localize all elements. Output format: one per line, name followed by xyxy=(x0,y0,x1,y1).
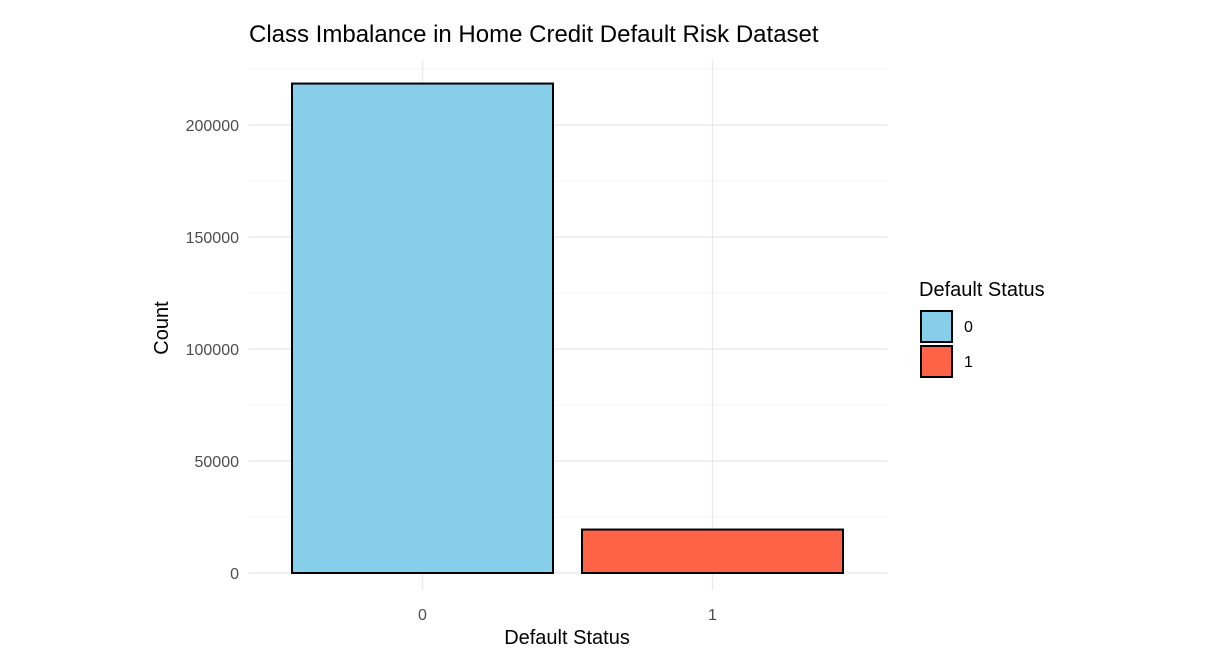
legend-entries: 01 xyxy=(920,310,973,378)
legend-title: Default Status xyxy=(919,279,1045,301)
legend-key-1 xyxy=(920,345,953,378)
y-axis-ticks: 0 50000 100000 150000 200000 xyxy=(186,118,239,583)
y-tick-label: 100000 xyxy=(186,342,239,359)
y-tick-label: 0 xyxy=(230,566,239,583)
bars xyxy=(291,82,844,575)
y-axis-title: Count xyxy=(151,301,173,355)
bar-0 xyxy=(291,82,554,574)
legend: Default Status 01 xyxy=(919,279,1045,378)
y-tick-label: 150000 xyxy=(186,230,239,247)
legend-label: 0 xyxy=(964,319,973,336)
y-tick-label: 200000 xyxy=(186,118,239,135)
y-tick-label: 50000 xyxy=(195,454,240,471)
bar-1 xyxy=(581,528,844,575)
chart-title: Class Imbalance in Home Credit Default R… xyxy=(249,21,819,48)
x-axis-title: Default Status xyxy=(504,627,630,649)
legend-label: 1 xyxy=(964,354,973,371)
legend-key-0 xyxy=(920,310,953,343)
x-tick-label: 0 xyxy=(418,607,427,624)
x-tick-label: 1 xyxy=(708,607,717,624)
